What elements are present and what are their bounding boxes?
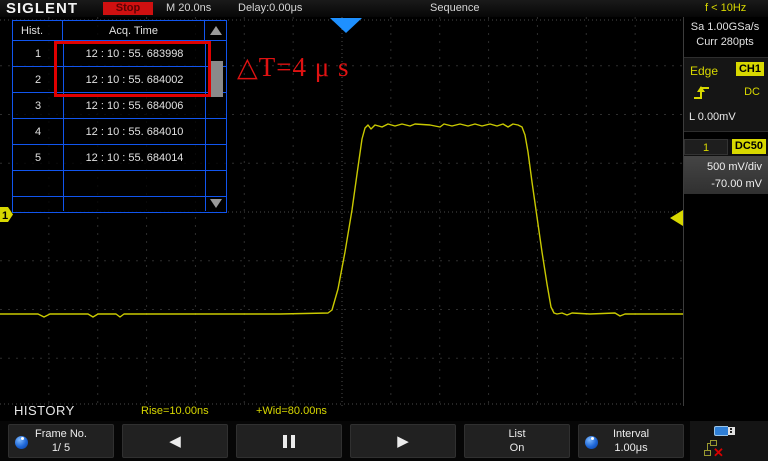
history-mode-title: HISTORY	[14, 403, 75, 418]
channel1-marker-label: 1	[2, 210, 8, 222]
usb-device-icon	[714, 426, 736, 436]
softkey-menu-bar: Frame No. 1/ 5 ◀ ▶ List On Interval 1.00…	[0, 421, 768, 461]
pause-icon	[283, 434, 295, 448]
acquisition-mode-label: Sequence	[430, 2, 480, 14]
channel1-panel[interactable]: 1 DC50 500 mV/div -70.00 mV	[684, 139, 768, 194]
trigger-panel[interactable]: Edge CH1 DC L 0.00mV	[684, 57, 768, 132]
frame-number-button[interactable]: Frame No. 1/ 5	[8, 424, 114, 458]
table-row-empty	[13, 171, 226, 197]
channel-scale-readout: 500 mV/div	[706, 161, 762, 173]
highlight-rectangle	[54, 41, 211, 97]
history-table: Hist. Acq. Time 1 12 : 10 : 55. 683998 2…	[12, 20, 227, 213]
scroll-down-icon[interactable]	[210, 199, 222, 208]
timebase-readout: M 20.0ns	[166, 2, 212, 14]
channel1-offset-marker[interactable]: 1	[0, 207, 13, 222]
previous-frame-button[interactable]: ◀	[122, 424, 228, 458]
knob-icon	[15, 436, 28, 449]
trigger-position-icon[interactable]	[330, 18, 362, 33]
table-row[interactable]: 2 12 : 10 : 55. 684002	[13, 67, 226, 93]
next-icon: ▶	[397, 432, 409, 450]
trigger-type-label: Edge	[690, 64, 719, 78]
delay-readout: Delay:0.00μs	[238, 2, 303, 14]
scroll-up-icon[interactable]	[210, 26, 222, 35]
pause-playback-button[interactable]	[236, 424, 342, 458]
run-state-badge: Stop	[103, 2, 153, 15]
list-toggle-value: On	[509, 442, 525, 454]
table-scrollbar[interactable]	[207, 21, 226, 212]
sample-rate-readout: Sa 1.00GSa/s	[690, 21, 760, 33]
channel-number-label: 1	[684, 139, 728, 155]
knob-icon	[585, 436, 598, 449]
top-bar: SIGLENT Stop M 20.0ns Delay:0.00μs Seque…	[0, 0, 768, 17]
trigger-frequency-readout: f < 10Hz	[705, 2, 747, 14]
positive-width-measurement: +Wid=80.00ns	[256, 405, 327, 417]
column-header-hist: Hist.	[13, 21, 63, 40]
table-row[interactable]: 1 12 : 10 : 55. 683998	[13, 41, 226, 67]
table-row-empty	[13, 197, 226, 211]
brand-logo: SIGLENT	[6, 0, 79, 17]
lan-error-icon: ✕	[713, 445, 724, 460]
table-row[interactable]: 3 12 : 10 : 55. 684006	[13, 93, 226, 119]
list-toggle-button[interactable]: List On	[464, 424, 570, 458]
delta-t-annotation: △T=4 μ s	[237, 52, 350, 82]
status-icons-panel: ✕	[690, 421, 768, 461]
lan-disconnected-icon: ✕	[704, 440, 726, 460]
frame-number-value: 1/ 5	[51, 442, 71, 454]
table-header-row: Hist. Acq. Time	[13, 21, 226, 41]
scrollbar-thumb[interactable]	[209, 61, 223, 97]
interval-value: 1.00μs	[614, 442, 648, 454]
trigger-coupling-label: DC	[744, 86, 760, 98]
waveform-trace	[0, 123, 683, 318]
graticule-right-border	[683, 17, 684, 406]
current-points-readout: Curr 280pts	[696, 36, 754, 48]
interval-button[interactable]: Interval 1.00μs	[578, 424, 684, 458]
trigger-level-icon[interactable]	[670, 210, 683, 226]
rising-edge-icon	[694, 86, 709, 99]
next-frame-button[interactable]: ▶	[350, 424, 456, 458]
table-row[interactable]: 5 12 : 10 : 55. 684014	[13, 145, 226, 171]
acquisition-info: Sa 1.00GSa/s Curr 280pts	[684, 20, 766, 50]
channel-offset-readout: -70.00 mV	[711, 178, 762, 190]
rise-measurement: Rise=10.00ns	[141, 405, 209, 417]
column-header-acq-time: Acq. Time	[63, 21, 205, 40]
table-row[interactable]: 4 12 : 10 : 55. 684010	[13, 119, 226, 145]
trigger-level-readout: L 0.00mV	[689, 111, 736, 123]
channel-coupling-badge: DC50	[731, 139, 766, 154]
previous-icon: ◀	[169, 432, 181, 450]
trigger-source-badge: CH1	[735, 62, 764, 76]
